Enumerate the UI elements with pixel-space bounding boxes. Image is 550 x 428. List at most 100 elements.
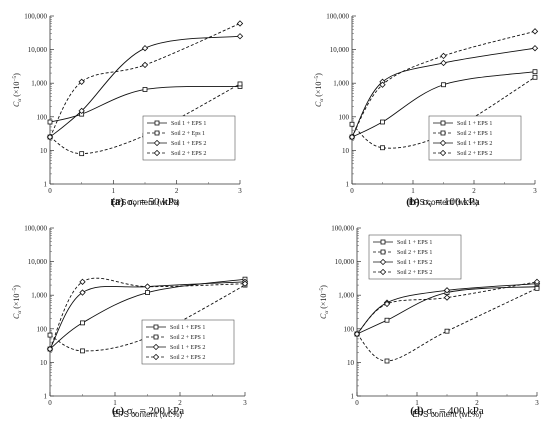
legend-label: Soil 2 + Eps 1 (171, 131, 205, 137)
legend-marker (379, 268, 387, 276)
x-tick-label: 3 (535, 399, 539, 407)
y-tick-label: 10,000 (28, 46, 48, 54)
text-part: σ (424, 405, 433, 417)
series-line (351, 71, 536, 138)
data-point (141, 61, 149, 69)
series-line (351, 30, 536, 138)
data-point (533, 278, 541, 285)
series-4 (348, 28, 539, 141)
text-part: σ (124, 405, 133, 417)
data-point (241, 280, 249, 287)
text-part: = 50 kPa (137, 196, 179, 208)
series-line (351, 47, 536, 138)
series-line (49, 85, 241, 123)
y-tick-label: 1 (44, 181, 48, 189)
y-tick-label: 1,000 (31, 80, 47, 88)
data-point (80, 320, 85, 326)
y-tick-label: 1 (346, 181, 350, 189)
legend-marker (380, 249, 386, 255)
data-point (79, 289, 86, 296)
series-4 (353, 278, 541, 338)
data-point (348, 133, 356, 141)
legend-label: Soil 1 + EPS 1 (171, 121, 206, 127)
legend-marker (440, 120, 446, 126)
y-tick-label: 100 (344, 325, 355, 333)
y-tick-label: 10 (347, 359, 355, 367)
data-point (142, 87, 148, 92)
data-point (531, 45, 539, 52)
legend-label: Soil 1 + EPS 1 (397, 240, 432, 246)
data-point (379, 81, 386, 88)
y-tick-label: 10 (40, 147, 48, 155)
x-axis-label: EPS content (wt.%) (113, 410, 183, 419)
y-tick-label: 1 (351, 393, 355, 401)
legend: Soil 1 + EPS 1 Soil 2 + Eps 1 Soil 1 + EPS… (142, 115, 236, 161)
legend: Soil 1 + EPS 1 Soil 2 + EPS 1 Soil 1 + EPS… (428, 115, 522, 161)
text-part: α (319, 99, 325, 102)
legend: Soil 1 + EPS 1 Soil 2 + EPS 1 Soil 1 + EPS… (368, 234, 462, 280)
text-part: σ (124, 196, 133, 208)
data-point (353, 330, 361, 338)
legend-label: Soil 2 + EPS 2 (170, 355, 205, 361)
data-point (444, 328, 450, 334)
x-axis-label: EPS content (wt.%) (409, 198, 479, 207)
panel-caption: (a) σv = 50 kPa (111, 196, 179, 209)
data-point (79, 278, 86, 285)
text-part: α (324, 311, 330, 314)
series-line (49, 284, 246, 352)
data-point (443, 294, 451, 301)
x-tick-label: 0 (350, 187, 354, 195)
x-tick-label: 1 (113, 399, 117, 407)
y-tick-label: 10,000 (335, 258, 355, 266)
y-tick-label: 1,000 (338, 292, 354, 300)
text-part: (×10 (314, 82, 323, 99)
data-point (78, 107, 85, 115)
legend-marker (153, 139, 161, 147)
legend-marker (153, 324, 159, 330)
y-tick-label: 10,000 (330, 46, 350, 54)
text-part: C (314, 101, 323, 107)
data-point (78, 78, 85, 85)
data-point (145, 290, 150, 295)
panel-caption: (b) σv = 100 kPa (406, 196, 480, 209)
text-part: = 200 kPa (137, 405, 185, 417)
data-point (349, 121, 355, 127)
legend-label: Soil 1 + EPS 2 (397, 260, 432, 266)
y-tick-label: 10 (40, 359, 48, 367)
legend-label: Soil 2 + EPS 2 (397, 270, 432, 276)
x-tick-label: 2 (175, 187, 179, 195)
legend-marker (154, 120, 160, 126)
text-part: = 100 kPa (432, 196, 480, 208)
text-part: (×10 (12, 294, 21, 311)
x-tick-label: 0 (48, 187, 52, 195)
legend-label: Soil 1 + EPS 1 (170, 325, 205, 331)
legend-marker (153, 149, 161, 157)
y-tick-label: 100 (339, 113, 350, 121)
legend-label: Soil 1 + EPS 2 (171, 141, 206, 147)
x-tick-label: 2 (475, 399, 479, 407)
x-tick-label: 3 (238, 187, 242, 195)
x-tick-label: 1 (112, 187, 116, 195)
legend-label: Soil 1 + EPS 1 (457, 121, 492, 127)
y-axis-label: Cα (×10−5) (314, 73, 325, 107)
text-part: ) (319, 285, 328, 288)
legend-label: Soil 1 + EPS 2 (457, 141, 492, 147)
y-tick-label: 10 (342, 147, 350, 155)
y-axis-label: Cα (×10−5) (12, 73, 23, 107)
x-tick-label: 3 (533, 187, 537, 195)
data-point (534, 285, 540, 291)
series-line (351, 76, 536, 149)
data-point (384, 358, 390, 364)
text-part: (b) (406, 196, 420, 208)
legend-marker (152, 353, 160, 361)
text-part: −5 (12, 287, 18, 293)
y-tick-label: 1,000 (333, 80, 349, 88)
data-point (141, 45, 149, 52)
text-part: σ (420, 196, 429, 208)
series-line (49, 83, 241, 155)
x-axis-label: EPS content (wt.%) (110, 198, 180, 207)
text-part: α (17, 99, 23, 102)
panel-caption: (d) σv = 400 kPa (410, 405, 484, 418)
